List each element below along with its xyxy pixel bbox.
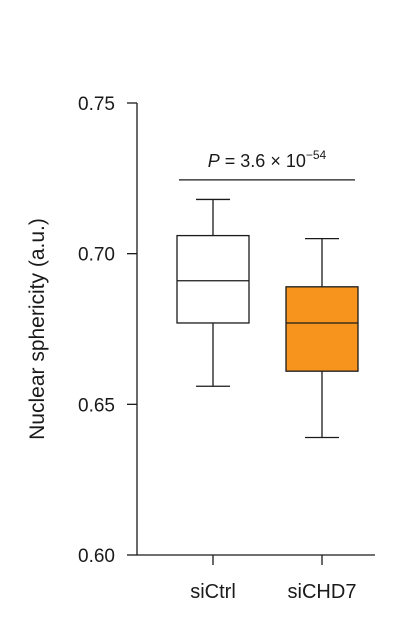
y-tick-label: 0.60 [78,546,115,567]
y-tick-label: 0.75 [78,94,115,115]
x-tick-label: siCtrl [190,581,236,603]
iqr-box [285,286,359,372]
boxes [176,198,359,439]
y-axis-title: Nuclear sphericity (a.u.) [26,218,49,440]
y-axis: 0.60 0.65 0.70 0.75 [78,94,138,567]
y-tick-label: 0.65 [78,395,115,416]
x-axis: siCtrl siCHD7 [137,554,375,603]
y-tick-label: 0.70 [78,245,115,266]
box-sictrl [176,198,250,387]
box-sichd7 [285,237,359,439]
significance-annotation: P = 3.6 × 10−54 [179,148,355,181]
p-symbol: P [208,151,220,171]
p-value-label: P = 3.6 × 10−54 [208,148,327,171]
iqr-box [176,234,250,324]
p-value-exponent: −54 [306,148,327,162]
p-value-text: = 3.6 × 10 [220,151,306,171]
x-tick-label: siCHD7 [288,581,357,603]
